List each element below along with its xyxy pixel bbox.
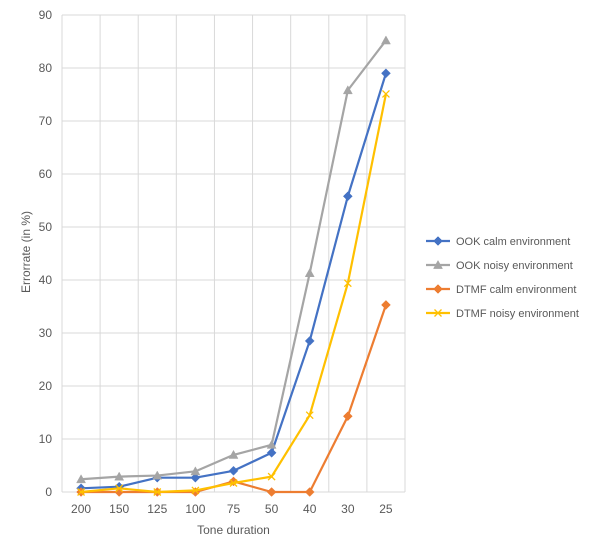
data-point <box>342 191 353 202</box>
data-point <box>267 472 276 481</box>
x-tick-label: 200 <box>71 502 91 516</box>
x-tick-label: 100 <box>185 502 205 516</box>
y-tick-label: 10 <box>39 432 53 446</box>
legend-entry: DTMF noisy environment <box>426 308 579 320</box>
data-point <box>76 474 86 484</box>
x-tick-labels: 200 150 125 100 75 50 40 30 25 <box>71 502 393 516</box>
legend-marker <box>433 259 443 269</box>
data-point <box>190 466 201 476</box>
series-2 <box>76 35 391 484</box>
y-tick-label: 70 <box>39 114 53 128</box>
legend-label: DTMF noisy environment <box>456 308 579 320</box>
y-tick-label: 0 <box>45 485 52 499</box>
y-tick-label: 40 <box>39 273 53 287</box>
data-point <box>304 487 315 497</box>
series-line <box>81 72 387 490</box>
x-axis-label: Tone duration <box>197 523 270 537</box>
x-marker-stroke <box>115 484 124 493</box>
x-marker-stroke <box>191 486 200 495</box>
legend-entry: OOK noisy environment <box>426 259 573 272</box>
data-point <box>152 470 163 480</box>
x-marker-stroke <box>434 309 442 317</box>
y-tick-label: 20 <box>39 379 53 393</box>
gridlines <box>61 14 406 493</box>
data-point <box>266 447 277 458</box>
x-marker-stroke <box>77 488 86 496</box>
data-point <box>342 411 353 422</box>
x-marker-stroke <box>229 479 238 487</box>
legend-entry: DTMF calm environment <box>426 284 576 296</box>
data-point <box>381 68 391 79</box>
data-point <box>304 268 315 277</box>
series-line <box>80 39 387 481</box>
y-tick-label: 80 <box>39 61 53 75</box>
legend-label: OOK calm environment <box>456 236 570 248</box>
y-tick-labels: 0 10 20 30 40 50 60 70 80 90 <box>39 8 53 499</box>
x-tick-label: 150 <box>109 502 129 516</box>
x-marker-stroke <box>305 411 314 420</box>
y-tick-label: 60 <box>39 167 53 181</box>
x-marker-stroke <box>153 488 162 496</box>
y-tick-label: 30 <box>39 326 53 340</box>
x-marker-stroke <box>267 472 276 481</box>
y-axis-label: Errorrate (in %) <box>19 211 33 293</box>
y-tick-label: 50 <box>39 220 53 234</box>
data-point <box>343 279 352 288</box>
data-point <box>381 90 390 98</box>
legend: OOK calm environment OOK noisy environmen… <box>426 236 579 320</box>
series-4 <box>77 90 390 496</box>
x-marker-stroke <box>343 279 352 288</box>
y-tick-label: 90 <box>39 8 53 22</box>
legend-marker <box>433 236 443 246</box>
legend-marker <box>434 309 442 317</box>
legend-marker <box>433 284 443 294</box>
data-point <box>266 439 277 449</box>
data-point <box>115 484 124 493</box>
x-tick-label: 40 <box>303 502 317 516</box>
x-marker-stroke <box>381 90 390 98</box>
series-1 <box>76 68 391 494</box>
data-point <box>191 486 200 495</box>
x-tick-label: 125 <box>147 502 167 516</box>
data-point <box>228 449 239 459</box>
legend-entry: OOK calm environment <box>426 236 570 248</box>
data-point <box>190 472 201 483</box>
data-point <box>304 336 315 346</box>
data-point <box>381 35 391 45</box>
data-point <box>266 487 277 497</box>
data-point <box>305 411 314 420</box>
x-tick-label: 30 <box>341 502 355 516</box>
data-point <box>77 488 86 496</box>
data-point <box>381 300 391 310</box>
data-point <box>342 85 353 95</box>
x-tick-label: 75 <box>227 502 241 516</box>
data-point <box>229 479 238 487</box>
legend-label: OOK noisy environment <box>456 260 573 272</box>
legend-label: DTMF calm environment <box>456 284 576 296</box>
x-tick-label: 25 <box>379 502 393 516</box>
data-point <box>153 488 162 496</box>
data-point <box>228 465 239 476</box>
data-point <box>114 471 125 481</box>
x-tick-label: 50 <box>265 502 279 516</box>
series-group <box>76 35 391 497</box>
